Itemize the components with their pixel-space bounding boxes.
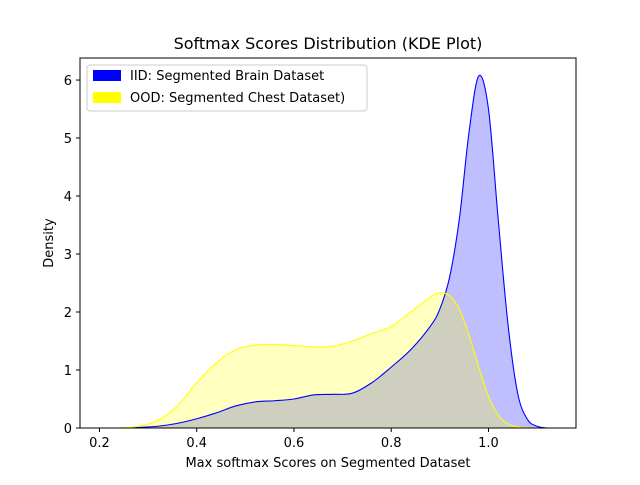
y-tick-label: 0 bbox=[64, 422, 72, 437]
kde-line-iid bbox=[118, 74, 547, 429]
kde-line-ood bbox=[118, 292, 538, 429]
kde-area-iid bbox=[118, 75, 547, 429]
chart-title: Softmax Scores Distribution (KDE Plot) bbox=[174, 34, 483, 53]
legend-label-ood: OOD: Segmented Chest Dataset) bbox=[130, 91, 345, 106]
y-tick-label: 1 bbox=[64, 364, 72, 379]
x-tick-label: 0.6 bbox=[284, 436, 305, 451]
legend-swatch-ood bbox=[93, 92, 121, 103]
legend-swatch-iid bbox=[93, 70, 121, 81]
x-tick-label: 1.0 bbox=[478, 436, 499, 451]
x-tick-label: 0.2 bbox=[89, 436, 110, 451]
kde-area-ood bbox=[118, 292, 538, 428]
y-tick-label: 2 bbox=[64, 306, 72, 321]
series-lines bbox=[118, 74, 547, 429]
y-tick-label: 5 bbox=[64, 132, 72, 147]
x-tick-label: 0.8 bbox=[381, 436, 402, 451]
x-axis-label: Max softmax Scores on Segmented Dataset bbox=[185, 456, 470, 471]
y-axis: 0 1 2 3 4 5 6 bbox=[64, 74, 80, 437]
x-axis: 0.2 0.4 0.6 0.8 1.0 bbox=[89, 428, 499, 451]
legend-label-iid: IID: Segmented Brain Dataset bbox=[130, 69, 324, 84]
x-tick-label: 0.4 bbox=[186, 436, 207, 451]
legend-box bbox=[86, 64, 368, 112]
y-tick-label: 3 bbox=[64, 248, 72, 263]
y-tick-label: 4 bbox=[64, 190, 72, 205]
series-fills bbox=[118, 75, 547, 429]
plot-area bbox=[118, 74, 547, 429]
legend: IID: Segmented Brain Dataset OOD: Segmen… bbox=[86, 64, 368, 112]
y-tick-label: 6 bbox=[64, 74, 72, 89]
y-axis-label: Density bbox=[42, 218, 57, 268]
axes-frame bbox=[79, 57, 577, 429]
